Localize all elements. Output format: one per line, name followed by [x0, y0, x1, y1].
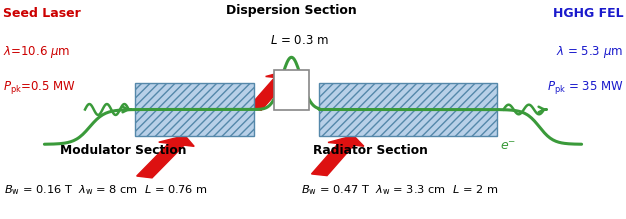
Polygon shape — [136, 143, 184, 178]
Polygon shape — [328, 136, 364, 146]
Text: Radiator Section: Radiator Section — [313, 144, 428, 157]
Text: HGHG FEL: HGHG FEL — [553, 7, 623, 20]
Bar — [135, 83, 254, 136]
Polygon shape — [265, 70, 298, 80]
Bar — [274, 70, 309, 110]
Text: $P_{\rm pk}$=0.5 MW: $P_{\rm pk}$=0.5 MW — [3, 79, 76, 96]
Polygon shape — [312, 143, 354, 176]
Text: e$^{-}$: e$^{-}$ — [500, 140, 516, 153]
Polygon shape — [159, 136, 194, 146]
Text: $P_{\rm pk}$ = 35 MW: $P_{\rm pk}$ = 35 MW — [546, 79, 623, 96]
Text: Dispersion Section: Dispersion Section — [226, 4, 357, 17]
Text: $B_{\rm w}$ = 0.47 T  $\lambda_{\rm w}$ = 3.3 cm  $L$ = 2 m: $B_{\rm w}$ = 0.47 T $\lambda_{\rm w}$ =… — [300, 184, 498, 197]
Polygon shape — [247, 78, 289, 110]
Text: $\lambda$=10.6 $\mu$m: $\lambda$=10.6 $\mu$m — [3, 44, 69, 60]
Text: $B_{\rm w}$ = 0.16 T  $\lambda_{\rm w}$ = 8 cm  $L$ = 0.76 m: $B_{\rm w}$ = 0.16 T $\lambda_{\rm w}$ =… — [4, 184, 207, 197]
Text: $L$ = 0.3 m: $L$ = 0.3 m — [270, 34, 329, 48]
Text: Modulator Section: Modulator Section — [60, 144, 187, 157]
Text: $\lambda$ = 5.3 $\mu$m: $\lambda$ = 5.3 $\mu$m — [557, 44, 623, 60]
Text: Seed Laser: Seed Laser — [3, 7, 80, 20]
Bar — [319, 83, 497, 136]
